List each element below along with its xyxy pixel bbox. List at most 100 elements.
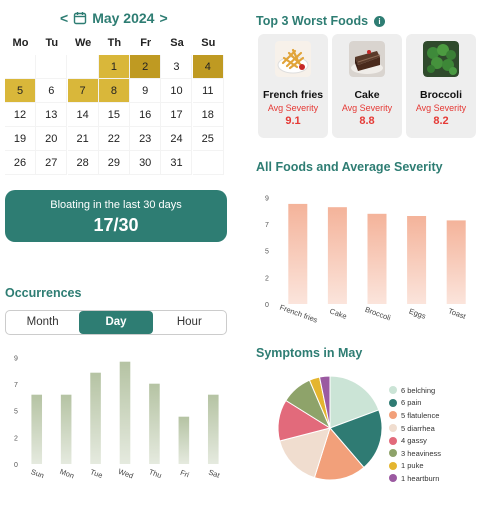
food-card-cake[interactable]: Cake Avg Severity 8.8 — [332, 34, 402, 138]
weekday-label: Fr — [140, 37, 152, 49]
bar[interactable] — [446, 220, 466, 304]
bar[interactable] — [90, 372, 101, 464]
y-axis: 0 2 5 7 9 — [14, 355, 18, 469]
pie-slice[interactable] — [279, 427, 331, 479]
bar[interactable] — [327, 207, 347, 304]
legend-swatch — [389, 436, 397, 445]
food-card-fries[interactable]: French fries Avg Severity 9.1 — [258, 34, 328, 138]
calendar-day[interactable]: 25 — [192, 127, 224, 151]
occurrences-period-tabs: Month Day Hour — [5, 310, 227, 335]
legend-item: 1 puke — [389, 460, 441, 473]
calendar-day[interactable]: 22 — [98, 127, 130, 151]
bar[interactable] — [367, 213, 387, 304]
calendar-day[interactable]: 28 — [67, 151, 99, 175]
calendar-day[interactable]: 9 — [130, 79, 162, 103]
y-tick-label: 5 — [14, 409, 18, 416]
symptoms-legend: 6 belching 6 pain 5 flatulence 5 diarrhea 4 … — [389, 384, 441, 485]
calendar-day[interactable]: 19 — [5, 127, 36, 151]
bar[interactable] — [407, 216, 427, 304]
bar[interactable] — [60, 394, 72, 464]
bar[interactable] — [149, 383, 160, 464]
calendar-day[interactable]: 23 — [130, 127, 162, 151]
calendar-day[interactable]: 31 — [161, 151, 193, 175]
all-foods-title: All Foods and Average Severity — [256, 160, 443, 174]
symptoms-title: Symptoms in May — [256, 346, 363, 360]
calendar-day[interactable]: 1 — [98, 55, 130, 79]
calendar-day[interactable]: 18 — [192, 103, 224, 127]
legend-swatch — [389, 386, 397, 395]
tab-hour[interactable]: Hour — [176, 316, 202, 328]
calendar-day[interactable]: 11 — [192, 79, 224, 103]
pie-slice[interactable] — [318, 375, 331, 429]
bar[interactable] — [31, 394, 43, 464]
y-tick-label: 0 — [14, 462, 18, 469]
severity-value: 8.2 — [433, 115, 449, 127]
fries-image — [275, 41, 311, 77]
calendar-grid: Mo Tu We Th Fr Sa Su 1 2 3 4 5 6 7 8 9 10 11 12 13 14 15 16 17 1… — [5, 31, 224, 175]
next-month-button[interactable]: > — [159, 10, 168, 26]
y-tick-label: 2 — [265, 275, 269, 282]
occurrences-title: Occurrences — [5, 286, 82, 300]
calendar-week: 12 13 14 15 16 17 18 — [5, 103, 224, 127]
broccoli-image — [423, 41, 459, 77]
bar[interactable] — [288, 203, 308, 304]
calendar-day[interactable]: 7 — [67, 79, 99, 103]
all-foods-chart: 0 2 5 7 9 French fries Cake Broccoli Eggs Toast — [265, 195, 468, 325]
info-icon[interactable]: i — [374, 16, 386, 27]
calendar-day[interactable]: 12 — [5, 103, 36, 127]
food-card-broccoli[interactable]: Broccoli Avg Severity 8.2 — [406, 34, 476, 138]
legend-label: 6 pain — [401, 398, 422, 408]
calendar-day[interactable]: 17 — [161, 103, 193, 127]
prev-month-button[interactable]: < — [60, 10, 69, 26]
y-tick-label: 7 — [14, 382, 18, 389]
calendar-day[interactable]: 21 — [67, 127, 99, 151]
calendar-day[interactable]: 30 — [130, 151, 162, 175]
calendar-day[interactable]: 13 — [36, 103, 68, 127]
calendar-day[interactable]: 14 — [67, 103, 99, 127]
x-tick-label: French fries — [279, 303, 320, 325]
severity-label: Avg Severity — [415, 103, 467, 113]
calendar-day[interactable]: 16 — [130, 103, 162, 127]
y-tick-label: 9 — [14, 355, 18, 362]
calendar-empty-cell — [5, 55, 36, 79]
legend-item: 6 pain — [389, 397, 441, 410]
bar[interactable] — [207, 394, 219, 464]
weekday-header: Mo Tu We Th Fr Sa Su — [5, 31, 224, 55]
calendar-header: < May 2024 > — [60, 8, 180, 28]
calendar-day[interactable]: 27 — [36, 151, 68, 175]
calendar-day[interactable]: 10 — [161, 79, 193, 103]
pie-slice[interactable] — [329, 409, 383, 469]
tab-month[interactable]: Month — [26, 316, 59, 328]
bloating-value: 17/30 — [93, 215, 139, 235]
calendar-day[interactable]: 20 — [36, 127, 68, 151]
legend-label: 1 puke — [401, 461, 424, 471]
calendar-day[interactable]: 4 — [192, 55, 224, 79]
calendar-day[interactable]: 5 — [5, 79, 36, 103]
y-axis: 0 2 5 7 9 — [265, 195, 269, 309]
calendar-empty-cell — [192, 151, 224, 175]
y-tick-label: 2 — [14, 435, 18, 442]
bar[interactable] — [178, 416, 190, 464]
calendar-day[interactable]: 24 — [161, 127, 193, 151]
calendar-icon — [73, 12, 87, 25]
calendar-day[interactable]: 8 — [98, 79, 130, 103]
legend-label: 1 heartburn — [401, 473, 440, 483]
calendar-day[interactable]: 2 — [130, 55, 162, 79]
x-tick-label: Mon — [59, 467, 76, 480]
bar[interactable] — [119, 361, 131, 464]
food-name: Broccoli — [419, 89, 462, 101]
calendar-day[interactable]: 15 — [98, 103, 130, 127]
calendar-day[interactable]: 26 — [5, 151, 36, 175]
calendar-week: 26 27 28 29 30 31 — [5, 151, 224, 175]
y-tick-label: 0 — [265, 302, 269, 309]
calendar-day[interactable]: 6 — [36, 79, 68, 103]
tab-day[interactable]: Day — [79, 311, 153, 334]
pie-slice[interactable] — [313, 426, 365, 481]
legend-label: 4 gassy — [401, 436, 427, 446]
food-name: French fries — [262, 89, 324, 101]
pie-slice[interactable] — [329, 375, 380, 429]
calendar-day[interactable]: 3 — [161, 55, 193, 79]
legend-swatch — [389, 424, 397, 433]
calendar-day[interactable]: 29 — [98, 151, 130, 175]
